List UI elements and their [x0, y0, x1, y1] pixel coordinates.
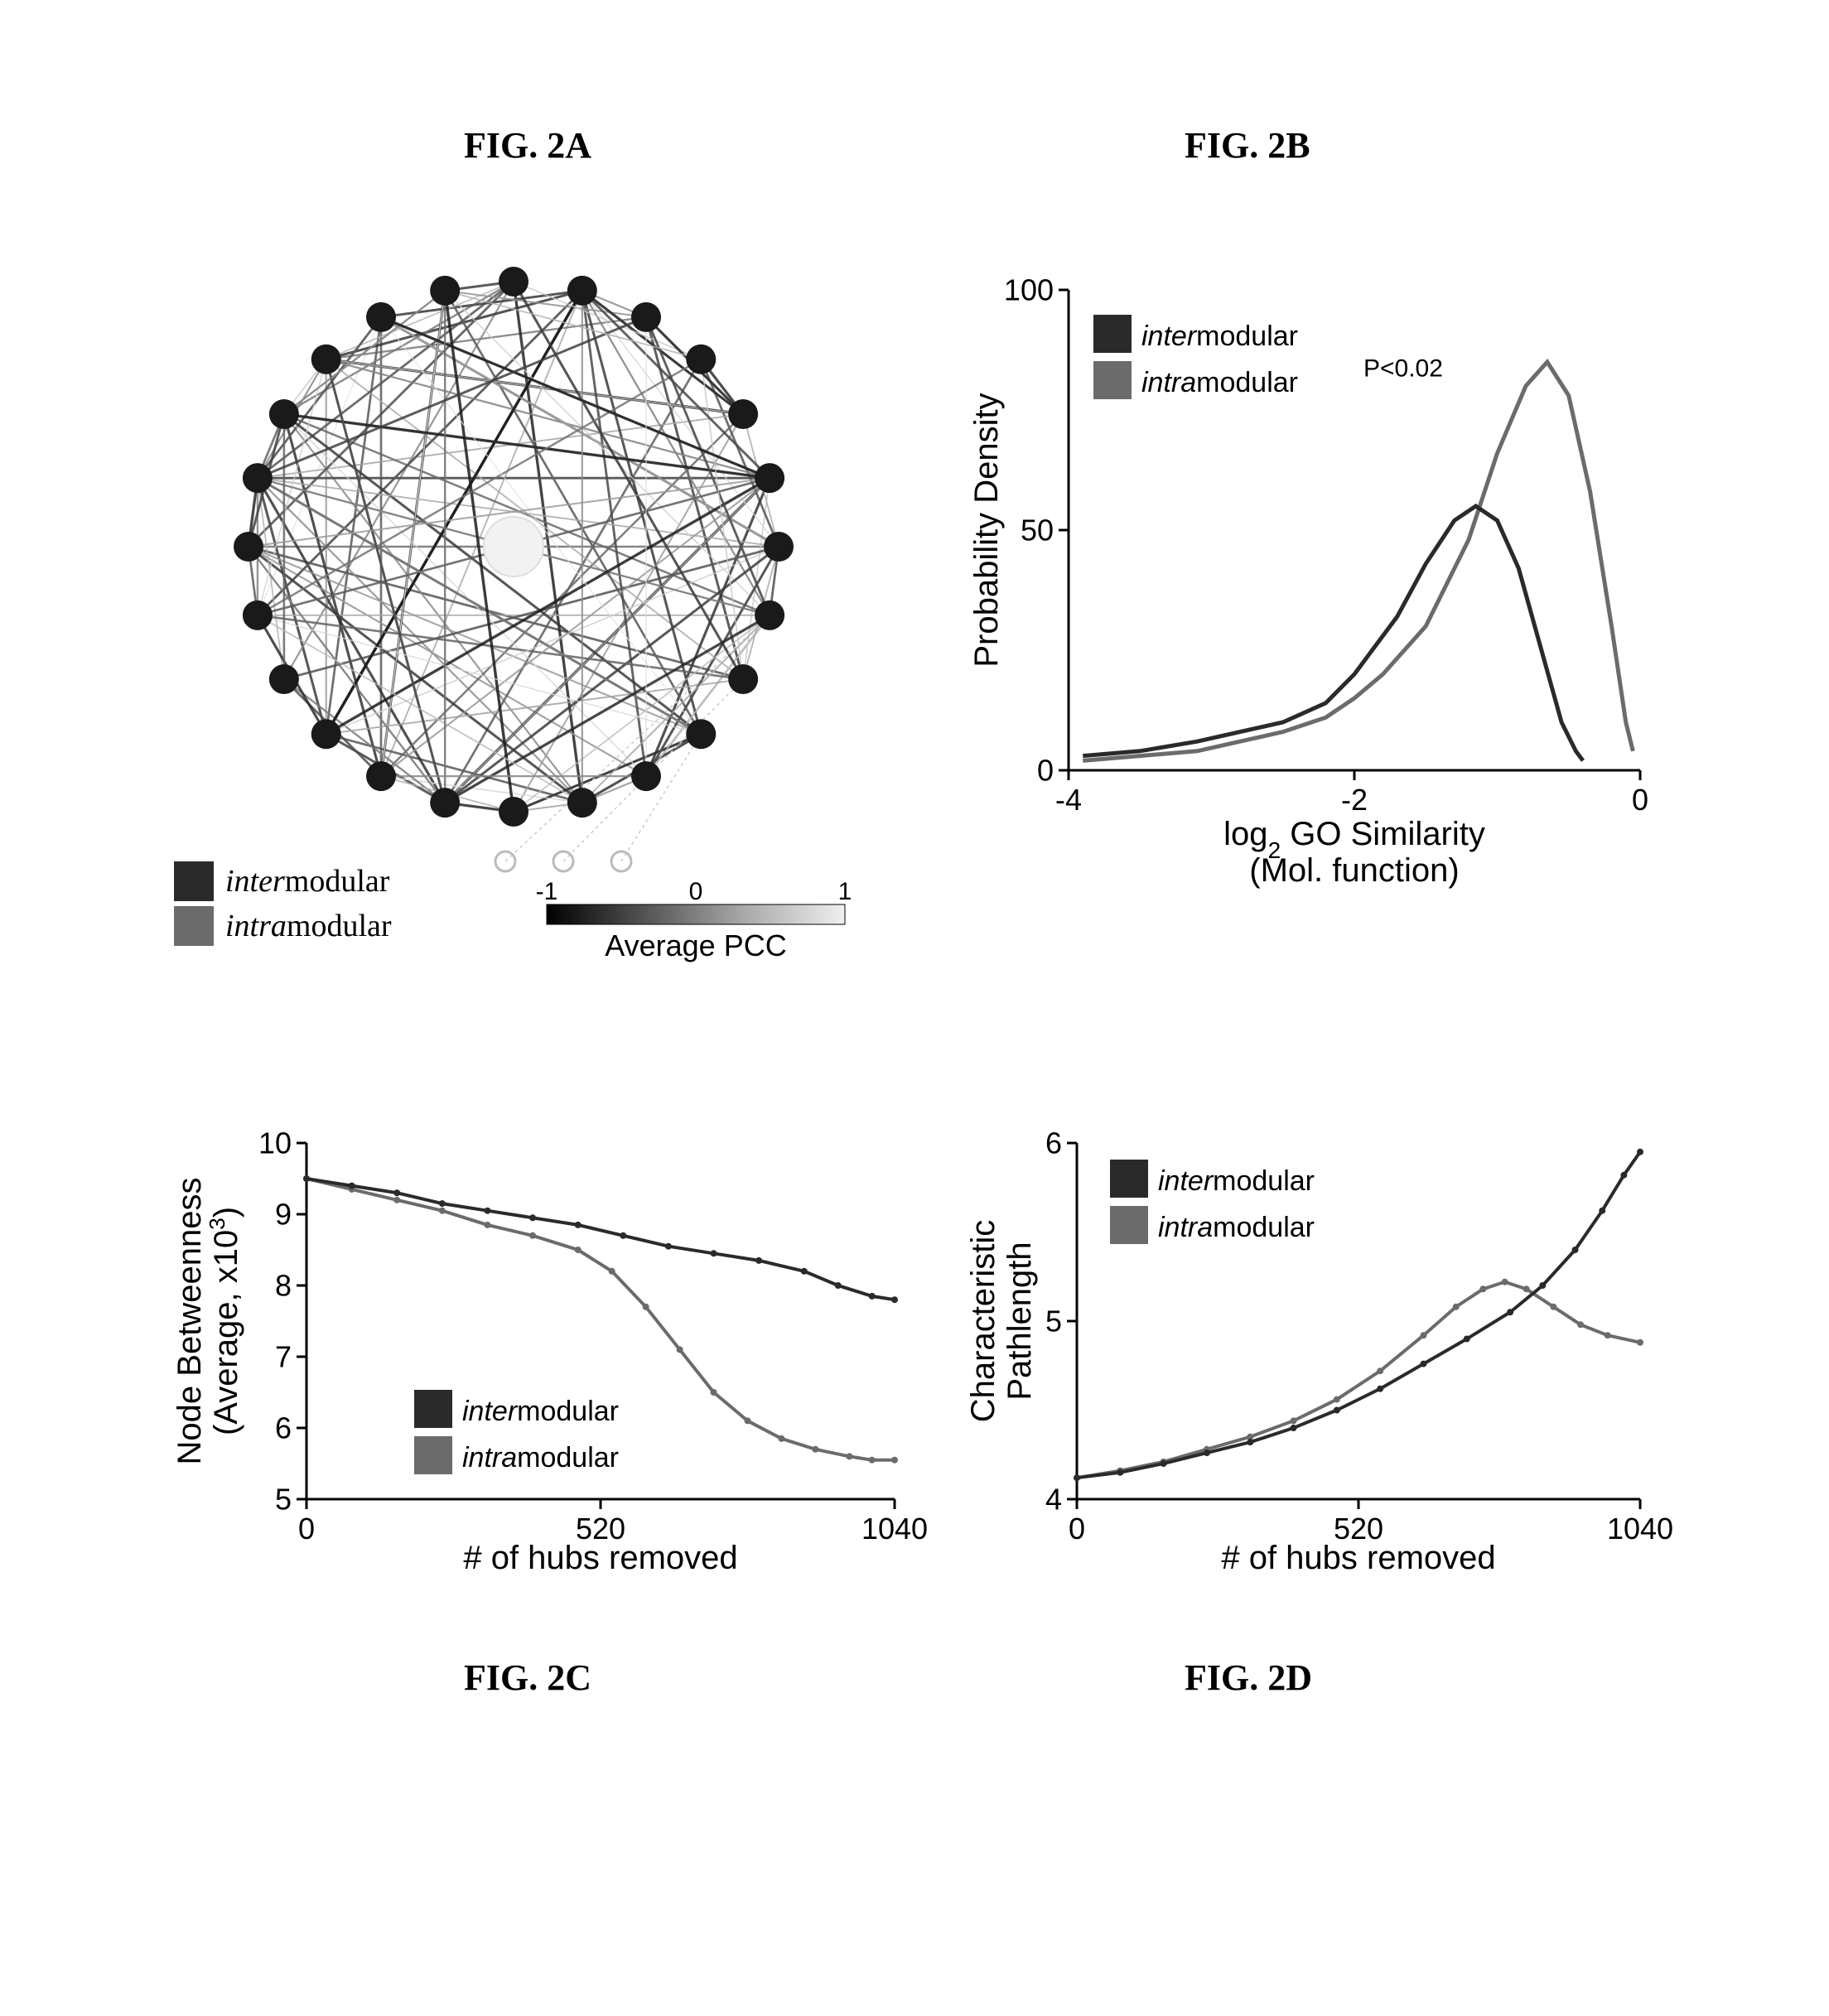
svg-text:Average PCC: Average PCC: [605, 928, 786, 962]
svg-text:1040: 1040: [1607, 1512, 1673, 1546]
svg-text:intramodular: intramodular: [1141, 367, 1298, 398]
network-svg: [174, 232, 903, 878]
svg-text:0: 0: [1037, 754, 1054, 788]
svg-text:Pathlength: Pathlength: [1001, 1242, 1038, 1400]
panel-d: 05201040456# of hubs removedCharacterist…: [961, 1118, 1673, 1582]
figure-label-c: FIG. 2C: [464, 1657, 591, 1699]
svg-text:intermodular: intermodular: [462, 1396, 619, 1427]
svg-text:0: 0: [689, 878, 703, 905]
svg-text:0: 0: [298, 1512, 315, 1546]
svg-text:Characteristic: Characteristic: [965, 1220, 1001, 1423]
panel-c-svg: 052010405678910# of hubs removedNode Bet…: [166, 1118, 928, 1582]
svg-text:# of hubs removed: # of hubs removed: [463, 1540, 737, 1576]
svg-text:# of hubs removed: # of hubs removed: [1221, 1540, 1495, 1576]
svg-text:Node Betweenness: Node Betweenness: [171, 1178, 208, 1465]
svg-text:50: 50: [1021, 514, 1054, 547]
svg-text:7: 7: [275, 1340, 292, 1374]
figure-label-d: FIG. 2D: [1185, 1657, 1312, 1699]
panel-b: -4-20050100log2 GO Similarity(Mol. funct…: [961, 257, 1673, 895]
legend-label-inter: intermodular: [225, 863, 389, 899]
svg-text:-4: -4: [1055, 783, 1082, 817]
legend-label-intra: intramodular: [225, 908, 392, 944]
svg-text:6: 6: [1045, 1126, 1062, 1160]
svg-text:intramodular: intramodular: [1158, 1212, 1315, 1243]
svg-text:P<0.02: P<0.02: [1363, 354, 1443, 382]
svg-text:9: 9: [275, 1198, 292, 1232]
svg-text:1040: 1040: [861, 1512, 928, 1546]
panel-d-svg: 05201040456# of hubs removedCharacterist…: [961, 1118, 1673, 1582]
svg-text:intermodular: intermodular: [1141, 321, 1298, 352]
svg-text:5: 5: [275, 1483, 292, 1517]
svg-text:(Average, x103): (Average, x103): [205, 1207, 244, 1435]
legend-swatch-inter: [174, 861, 214, 901]
legend-swatch-intra: [174, 906, 214, 946]
svg-text:8: 8: [275, 1269, 292, 1303]
svg-text:0: 0: [1632, 783, 1648, 817]
svg-text:4: 4: [1045, 1483, 1062, 1517]
svg-text:intermodular: intermodular: [1158, 1165, 1315, 1197]
figure-label-b: FIG. 2B: [1185, 124, 1310, 166]
svg-text:(Mol. function): (Mol. function): [1249, 852, 1459, 889]
panel-c: 052010405678910# of hubs removedNode Bet…: [166, 1118, 928, 1582]
svg-text:intramodular: intramodular: [462, 1442, 619, 1473]
svg-text:5: 5: [1045, 1305, 1062, 1338]
svg-text:1: 1: [838, 878, 852, 905]
panel-a-legend: intermodular intramodular: [174, 861, 392, 946]
colorbar: -101Average PCC: [522, 885, 870, 963]
figure-label-a: FIG. 2A: [464, 124, 591, 166]
svg-text:-1: -1: [536, 878, 558, 905]
svg-text:6: 6: [275, 1411, 292, 1445]
svg-text:100: 100: [1004, 273, 1054, 307]
svg-text:0: 0: [1069, 1512, 1085, 1546]
svg-text:-2: -2: [1341, 783, 1368, 817]
panel-b-svg: -4-20050100log2 GO Similarity(Mol. funct…: [961, 257, 1673, 895]
svg-text:10: 10: [258, 1126, 292, 1160]
svg-text:Probability Density: Probability Density: [968, 393, 1005, 667]
panel-a: intermodular intramodular -101Average PC…: [174, 232, 903, 1010]
